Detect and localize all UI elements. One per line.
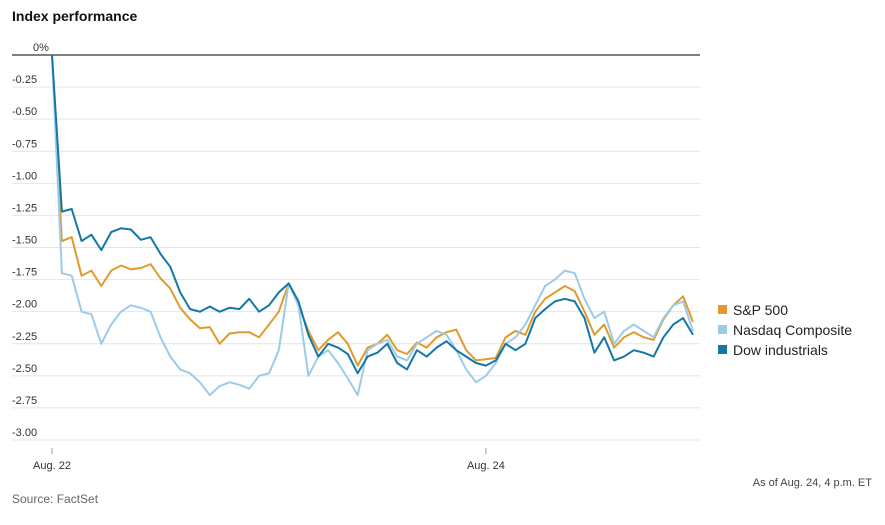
legend-swatch xyxy=(718,345,727,354)
series-line xyxy=(51,54,694,397)
x-tick-label: Aug. 22 xyxy=(33,460,71,472)
y-tick-label: -1.50 xyxy=(12,235,37,247)
y-tick-label: -0.25 xyxy=(12,74,37,86)
legend-swatch xyxy=(718,325,727,334)
y-tick-label: 0% xyxy=(33,42,49,54)
y-tick-label: -1.75 xyxy=(12,267,37,279)
legend-label: S&P 500 xyxy=(733,302,788,318)
legend-swatch xyxy=(718,305,727,314)
source: Source: FactSet xyxy=(12,492,99,506)
series-line xyxy=(51,54,694,375)
legend-label: Nasdaq Composite xyxy=(733,322,852,338)
note: As of Aug. 24, 4 p.m. ET xyxy=(753,477,873,489)
y-tick-label: -1.00 xyxy=(12,170,37,182)
chart-title: Index performance xyxy=(12,8,137,24)
x-tick-label: Aug. 24 xyxy=(467,460,505,472)
y-tick-label: -2.25 xyxy=(12,331,37,343)
y-tick-label: -0.50 xyxy=(12,106,37,118)
y-tick-label: -2.00 xyxy=(12,299,37,311)
y-tick-label: -2.75 xyxy=(12,395,37,407)
y-tick-label: -1.25 xyxy=(12,202,37,214)
legend-label: Dow industrials xyxy=(733,342,828,358)
y-tick-label: -2.50 xyxy=(12,363,37,375)
series-line xyxy=(51,54,694,367)
y-tick-label: -3.00 xyxy=(12,427,37,439)
y-tick-label: -0.75 xyxy=(12,138,37,150)
